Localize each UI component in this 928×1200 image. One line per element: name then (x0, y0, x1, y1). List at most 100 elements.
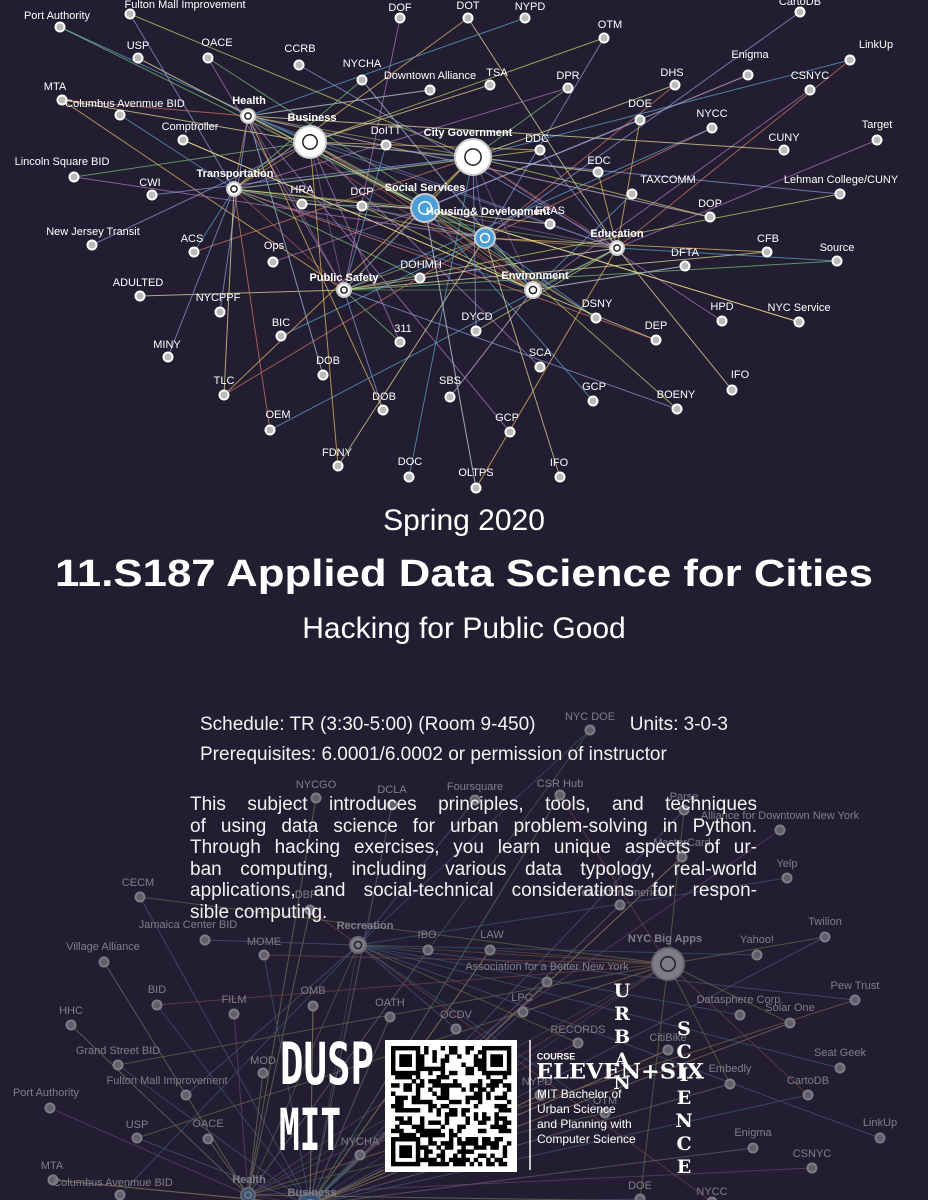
node (384, 1011, 396, 1023)
edge (310, 944, 359, 1200)
node (819, 931, 831, 943)
node (380, 139, 392, 151)
node (598, 32, 610, 44)
node-label: Association for a Better New York (465, 961, 629, 973)
node-label: CFB (757, 233, 779, 245)
node (377, 404, 389, 416)
node (304, 904, 316, 916)
edge (325, 1083, 731, 1200)
edge (357, 799, 476, 946)
edge (357, 944, 741, 1016)
node-label: NYC Service (768, 302, 831, 314)
edge (337, 237, 486, 467)
node (450, 1023, 462, 1035)
node (124, 8, 136, 20)
node (706, 1196, 718, 1200)
edge (532, 265, 686, 291)
node (793, 316, 805, 328)
hub-label: Environment (501, 270, 569, 282)
edge (119, 114, 235, 190)
hub (410, 193, 440, 223)
edge (247, 115, 486, 239)
edge (233, 188, 486, 239)
node (584, 724, 596, 736)
node (354, 1149, 366, 1161)
edge (52, 1179, 264, 1200)
edge (472, 156, 618, 249)
edge (247, 115, 785, 151)
node-label: Lehman College/CUNY (784, 174, 899, 186)
edge (472, 156, 723, 322)
hub-icon (417, 200, 433, 216)
node-label: USP (126, 1119, 149, 1131)
node-label: DOE (628, 98, 652, 110)
description-line: sible computing. (190, 901, 328, 923)
edge (247, 909, 311, 1196)
node-label: 311 (394, 323, 412, 335)
node-label: BOENY (657, 389, 696, 401)
edge (311, 1016, 391, 1200)
node-label: Solar One (765, 1002, 815, 1014)
edge (312, 794, 561, 1200)
node-label: DoITT (371, 125, 402, 137)
edge (309, 141, 541, 368)
edge (309, 141, 339, 467)
edge (193, 188, 235, 253)
edge (207, 57, 345, 291)
node-label: Foursquare (447, 781, 503, 793)
node (599, 1107, 611, 1119)
node-label: DOB (372, 391, 396, 403)
node (177, 134, 189, 146)
node-label: SBS (439, 375, 461, 387)
node-label: DOF (388, 2, 412, 14)
node-label: DBP (295, 889, 318, 901)
node-label: Fulton Mall Improvement (106, 1075, 227, 1087)
node-label: MOD (250, 1055, 276, 1067)
edge (310, 804, 393, 1200)
node (504, 426, 516, 438)
node-label: CSNYC (791, 70, 830, 82)
edge (139, 896, 669, 965)
hub-label: Health (232, 1174, 266, 1186)
node-label: DOB (316, 355, 340, 367)
node-label: NYCC (696, 1186, 727, 1198)
hub-icon (660, 956, 676, 972)
edge (472, 87, 569, 158)
node (44, 1102, 56, 1114)
description-line: of using data science for urban problem-… (190, 815, 757, 837)
hub-label: Public Safety (309, 272, 379, 284)
node-label: HHC (59, 1005, 83, 1017)
node (734, 1009, 746, 1021)
edge (70, 1024, 249, 1196)
edge (247, 1112, 606, 1196)
node (704, 211, 716, 223)
node (778, 144, 790, 156)
node-label: CCRB (284, 43, 315, 55)
node (470, 482, 482, 494)
node-label: DEP (645, 320, 668, 332)
edge (272, 207, 426, 263)
node-label: Alliance for Downtown New York (701, 810, 860, 822)
edge (129, 13, 235, 190)
node (590, 312, 602, 324)
edge (223, 237, 486, 396)
node-label: Grand Street BID (76, 1045, 160, 1057)
node (403, 471, 415, 483)
node (634, 1193, 646, 1200)
edge (247, 999, 856, 1196)
edge (484, 37, 605, 239)
node-label: Enigma (731, 49, 769, 61)
edge (484, 11, 801, 239)
edge (484, 237, 678, 410)
node (218, 389, 230, 401)
node (517, 1006, 529, 1018)
edge (472, 59, 851, 158)
hub-icon (302, 134, 318, 150)
hub-label: Health (232, 95, 266, 107)
edge (357, 944, 457, 1030)
edge (233, 115, 249, 190)
edge (357, 944, 669, 965)
edge (223, 188, 235, 396)
node-label: Ops (264, 240, 285, 252)
